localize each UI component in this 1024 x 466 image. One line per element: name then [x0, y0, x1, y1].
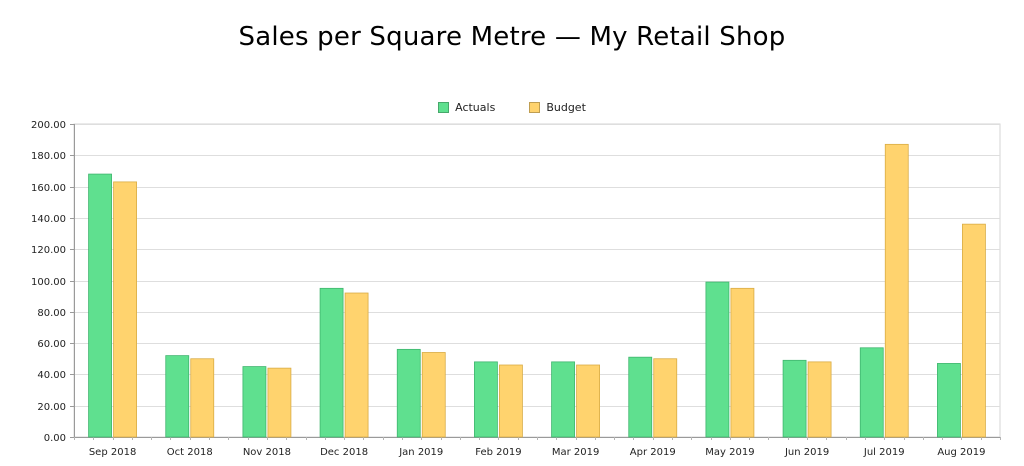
x-tick-label: Sep 2018	[89, 447, 136, 458]
bar-budget	[190, 358, 215, 438]
legend-swatch-budget	[529, 102, 541, 113]
bar-budget	[113, 181, 137, 438]
x-tick-label: Aug 2019	[937, 447, 985, 458]
bar-actuals	[628, 356, 653, 438]
plot-area	[73, 123, 1001, 438]
bar-budget	[267, 367, 292, 438]
bar-actuals	[782, 359, 807, 438]
y-tick-label: 140.00	[31, 214, 66, 225]
x-tick-label: Apr 2019	[630, 447, 676, 458]
y-tick-label: 20.00	[37, 402, 66, 413]
y-tick-label: 120.00	[31, 245, 66, 256]
y-tick-label: 0.00	[44, 433, 66, 444]
bar-actuals	[165, 355, 190, 438]
bar-actuals	[242, 366, 267, 438]
x-tick-label: Oct 2018	[167, 447, 213, 458]
y-tick-label: 60.00	[37, 339, 66, 350]
bar-actuals	[551, 361, 575, 438]
bar-actuals	[705, 281, 730, 438]
x-tick-label: Mar 2019	[552, 447, 600, 458]
y-tick-label: 200.00	[31, 120, 66, 131]
bar-budget	[730, 287, 755, 438]
bar-budget	[421, 352, 446, 438]
chart-title: Sales per Square Metre — My Retail Shop	[238, 22, 786, 52]
legend: Actuals Budget	[0, 101, 1024, 114]
y-tick-label: 180.00	[31, 151, 66, 162]
x-tick-label: Jun 2019	[784, 447, 829, 458]
bar-budget	[576, 364, 600, 438]
x-tick-label: May 2019	[705, 447, 754, 458]
x-tick-label: Nov 2018	[243, 447, 291, 458]
x-tick-label: Feb 2019	[475, 447, 521, 458]
y-tick-label: 100.00	[31, 277, 66, 288]
bar-budget	[499, 364, 523, 438]
bar-budget	[344, 292, 369, 438]
legend-item-actuals[interactable]: Actuals	[438, 101, 495, 114]
bar-actuals	[319, 287, 344, 438]
bar-budget	[653, 358, 678, 438]
bar-actuals	[88, 173, 112, 438]
legend-swatch-actuals	[438, 102, 450, 113]
bar-budget	[962, 223, 986, 438]
legend-item-budget[interactable]: Budget	[529, 101, 586, 114]
x-tick-label: Dec 2018	[320, 447, 368, 458]
y-tick-label: 40.00	[37, 370, 66, 381]
legend-label-actuals: Actuals	[455, 101, 496, 114]
y-tick-label: 80.00	[37, 308, 66, 319]
bar-budget	[884, 143, 909, 438]
legend-label-budget: Budget	[546, 101, 586, 114]
x-tick-label: Jul 2019	[863, 447, 905, 458]
bar-actuals	[396, 348, 421, 438]
bar-actuals	[859, 347, 884, 438]
bar-actuals	[474, 361, 498, 438]
x-tick-label: Jan 2019	[398, 447, 443, 458]
bar-actuals	[937, 363, 961, 438]
y-tick-label: 160.00	[31, 183, 66, 194]
bar-budget	[807, 361, 832, 438]
